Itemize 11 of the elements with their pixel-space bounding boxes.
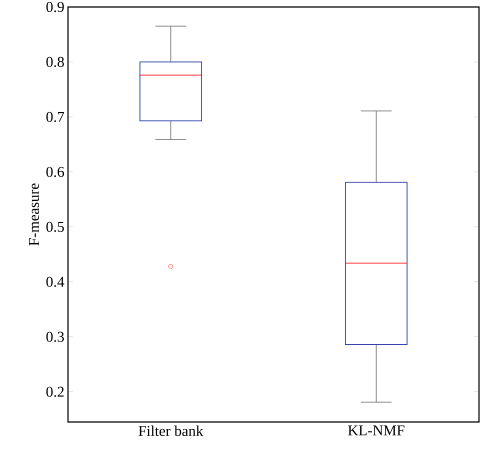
y-tick-label: 0.3 [46, 332, 64, 342]
y-tick-label: 0.2 [46, 386, 64, 397]
y-tick-label: 0.8 [46, 56, 64, 68]
y-tick-label: 0.5 [46, 222, 64, 232]
x-tick-label: KL-NMF [348, 426, 404, 436]
y-tick-label: 0.4 [46, 276, 64, 287]
y-tick-label: 0.9 [46, 2, 64, 12]
y-tick-label: 0.6 [46, 166, 64, 177]
y-axis-title: F-measure [29, 183, 39, 246]
y-tick-label: 0.7 [46, 112, 64, 122]
x-tick-label: Filter bank [138, 426, 204, 436]
